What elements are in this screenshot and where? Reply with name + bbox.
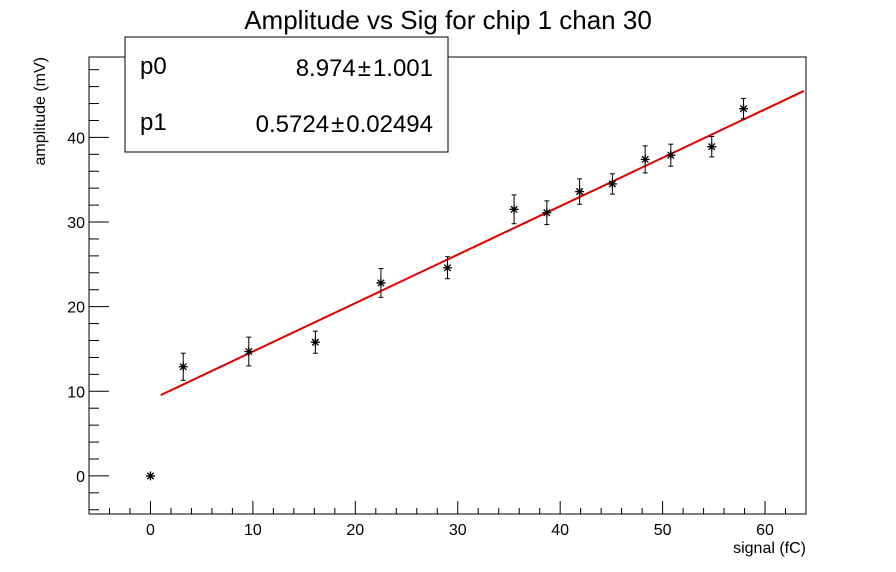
data-point [178, 352, 188, 381]
x-axis: 0 10 20 30 40 50 60 [88, 501, 807, 539]
data-point [607, 173, 617, 195]
data-point [575, 178, 585, 205]
star-marker [575, 187, 585, 197]
data-point [310, 330, 320, 354]
data-point [707, 136, 717, 158]
x-tick-label: 0 [146, 522, 155, 539]
x-tick-label: 10 [244, 522, 262, 539]
stats-p1-value: 0.5724±0.02494 [256, 111, 433, 138]
stats-p1-pm: ± [331, 111, 344, 138]
y-tick-label: 10 [67, 384, 85, 401]
stats-p1-error: 0.02494 [346, 111, 433, 138]
stats-p0-pm: ± [358, 55, 371, 82]
stats-p0-error: 1.001 [373, 55, 433, 82]
stats-p0-value: 8.974±1.001 [296, 55, 433, 82]
star-marker [707, 142, 717, 152]
data-point [739, 97, 749, 120]
y-axis-title: amplitude (mV) [32, 57, 49, 165]
star-marker [145, 471, 155, 481]
x-tick-label: 60 [756, 522, 774, 539]
x-tick-label: 20 [346, 522, 364, 539]
data-point [443, 256, 452, 280]
star-marker [607, 179, 617, 189]
star-marker [509, 204, 519, 214]
stats-p1-name: p1 [140, 109, 167, 136]
y-tick-label: 20 [67, 300, 85, 317]
fit-layer [160, 90, 805, 397]
y-tick-label: 0 [76, 469, 85, 486]
x-tick-label: 40 [551, 522, 569, 539]
stats-p1-central: 0.5724 [256, 111, 329, 138]
fit-line [160, 90, 805, 397]
star-marker [244, 347, 254, 357]
star-marker [666, 150, 676, 160]
stats-box: p0 8.974±1.001 p1 0.5724±0.02494 [124, 36, 449, 153]
star-marker [640, 154, 650, 164]
data-point [666, 143, 676, 167]
stats-p0-name: p0 [140, 53, 167, 80]
data-point [509, 194, 519, 225]
data-point [542, 200, 552, 226]
y-axis: 0 10 20 30 40 [67, 69, 109, 511]
stats-box-frame [124, 36, 449, 153]
y-tick-label: 40 [67, 130, 85, 147]
x-tick-label: 50 [654, 522, 672, 539]
chart-title: Amplitude vs Sig for chip 1 chan 30 [244, 5, 652, 35]
star-marker [739, 104, 749, 114]
star-marker [443, 263, 452, 273]
data-point [640, 145, 650, 174]
star-marker [178, 362, 188, 372]
y-tick-label: 30 [67, 215, 85, 232]
data-point [145, 471, 155, 481]
x-axis-title: signal (fC) [733, 540, 806, 557]
stats-p0-central: 8.974 [296, 55, 356, 82]
star-marker [376, 278, 386, 288]
data-point [244, 336, 254, 367]
x-tick-label: 30 [449, 522, 467, 539]
star-marker [542, 208, 552, 218]
points-layer [145, 97, 749, 481]
data-point [376, 268, 386, 298]
star-marker [310, 337, 320, 347]
